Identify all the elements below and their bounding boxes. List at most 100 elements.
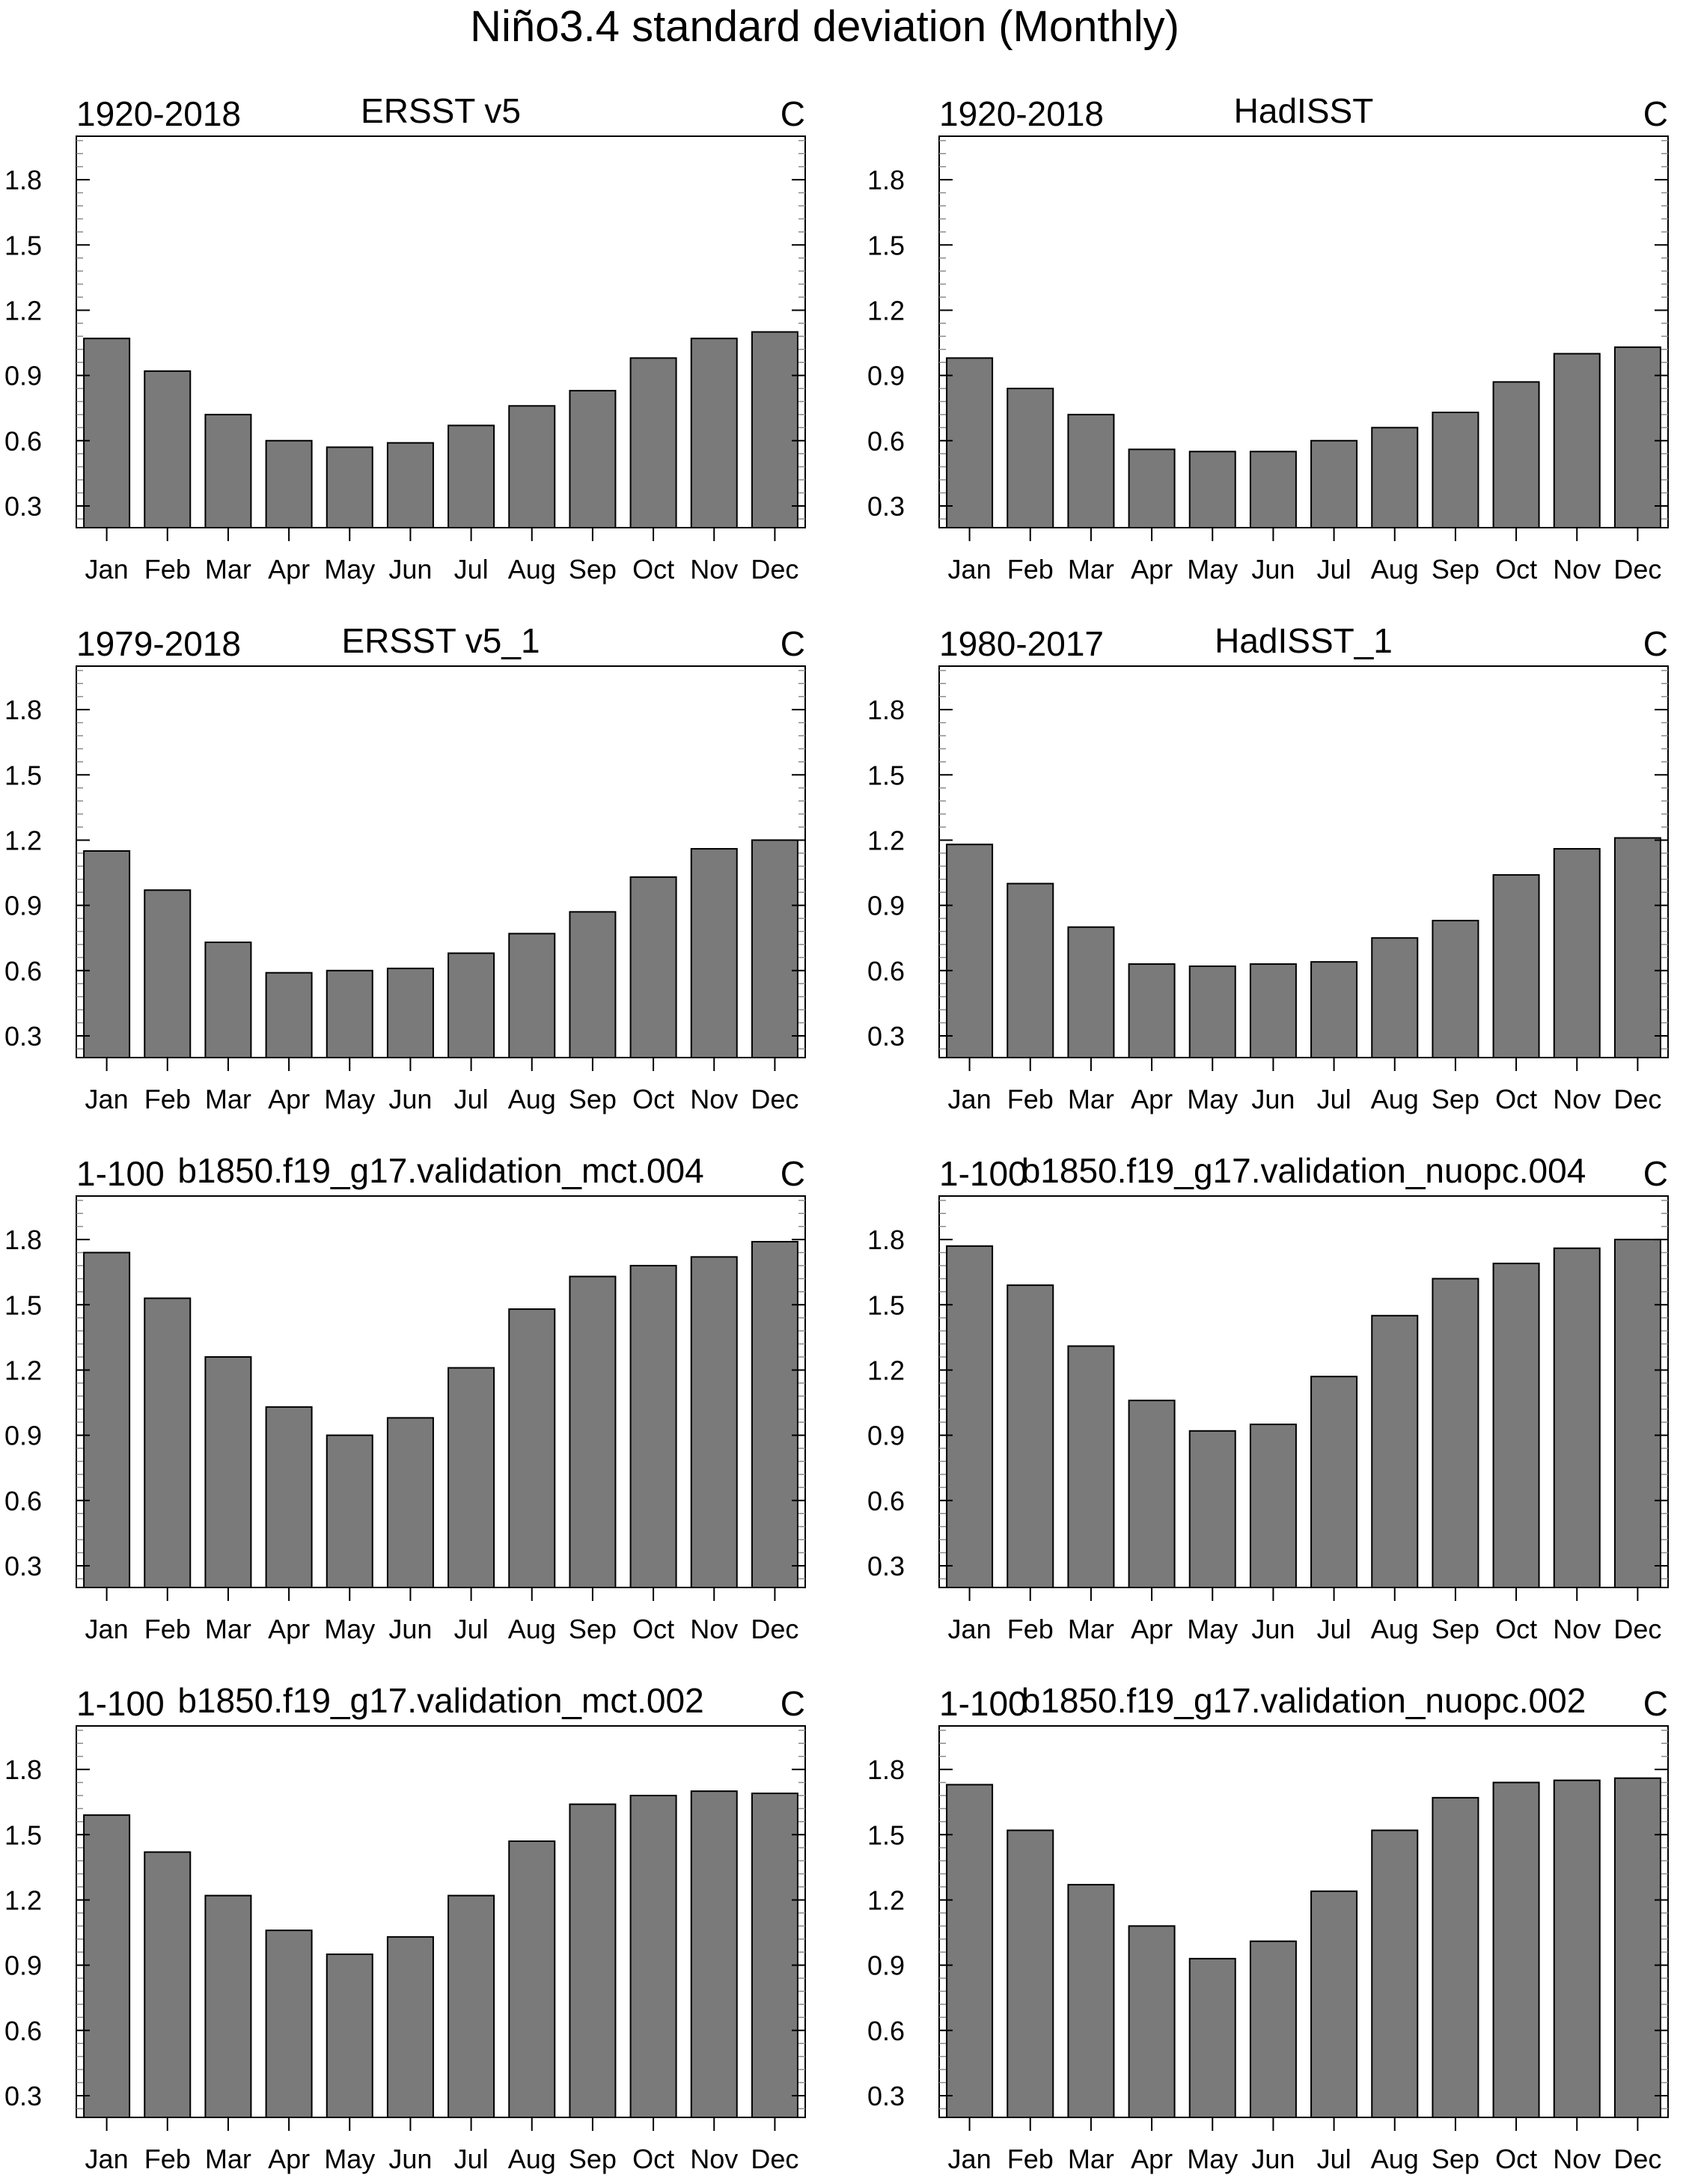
x-tick-label: Nov: [1553, 2144, 1601, 2174]
bar-jan: [83, 1251, 131, 1588]
x-tick-label: May: [324, 1084, 375, 1114]
bar-feb: [144, 1297, 192, 1589]
bar-nov: [690, 1256, 738, 1589]
bar-sep: [569, 1803, 617, 2119]
bar-feb: [144, 1851, 192, 2118]
x-tick-label: Feb: [144, 2144, 191, 2174]
x-tick-label: Feb: [144, 1084, 191, 1114]
x-tick-label: Sep: [569, 2144, 617, 2174]
x-tick-label: Jul: [454, 554, 489, 585]
plot-frame: [938, 1725, 1669, 2118]
panel-2: 1920-2018 HadISST C 0.3 0.6 0.9 1.2 1.5 1.8 Jan Fe…: [867, 91, 1669, 585]
bar-nov: [1553, 1779, 1601, 2119]
x-tick-label: Oct: [1495, 1614, 1537, 1644]
x-tick-label: Apr: [268, 2144, 310, 2174]
x-tick-label: May: [1187, 1084, 1238, 1114]
panel-title: b1850.f19_g17.validation_mct.002: [177, 1681, 703, 1720]
panel-title: b1850.f19_g17.validation_nuopc.004: [1021, 1151, 1586, 1190]
plot-frame: [76, 135, 806, 528]
y-tick-label: 0.6: [4, 1486, 42, 1516]
x-tick-label: Sep: [569, 1614, 617, 1644]
bar-may: [1188, 1430, 1236, 1589]
bar-aug: [1371, 1829, 1419, 2118]
bar-oct: [1492, 873, 1540, 1059]
bar-apr: [1128, 963, 1176, 1059]
bar-nov: [1553, 1247, 1601, 1588]
x-tick-label: Jan: [85, 1084, 129, 1114]
bar-jun: [1249, 1424, 1297, 1589]
bar-oct: [1492, 1781, 1540, 2118]
y-tick-label: 1.2: [4, 295, 42, 326]
bar-jul: [1310, 1890, 1358, 2119]
x-tick-label: Mar: [205, 1614, 251, 1644]
x-tick-label: Oct: [1495, 2144, 1537, 2174]
y-tick-label: 0.3: [4, 1021, 42, 1052]
x-tick-label: Dec: [751, 1084, 798, 1114]
x-tick-label: Oct: [1495, 554, 1537, 585]
x-tick-label: Jul: [454, 1084, 489, 1114]
bar-nov: [1553, 848, 1601, 1058]
y-tick-label: 0.9: [867, 1421, 905, 1451]
y-tick-label: 0.9: [867, 891, 905, 921]
panel-title: HadISST_1: [1215, 621, 1393, 660]
y-tick-label: 0.6: [867, 2016, 905, 2046]
x-tick-label: May: [324, 2144, 375, 2174]
panel-title: ERSST v5_1: [341, 621, 540, 660]
bar-jun: [1249, 1940, 1297, 2118]
x-tick-label: Feb: [1007, 2144, 1054, 2174]
y-tick-label: 1.5: [4, 760, 42, 790]
bar-aug: [508, 1840, 556, 2118]
plot-frame: [76, 1725, 806, 2118]
bar-jul: [448, 1894, 495, 2118]
x-tick-label: Sep: [569, 1084, 617, 1114]
bar-feb: [1007, 882, 1054, 1058]
x-tick-label: Feb: [1007, 554, 1054, 585]
x-tick-label: Aug: [508, 554, 556, 585]
y-tick-label: 0.9: [867, 361, 905, 391]
x-tick-label: Jul: [1317, 554, 1351, 585]
bar-mar: [204, 942, 252, 1059]
y-tick-label: 1.2: [4, 1885, 42, 1915]
x-tick-label: Jan: [948, 2144, 992, 2174]
x-tick-label: Oct: [1495, 1084, 1537, 1114]
y-tick-label: 1.8: [4, 165, 42, 195]
x-tick-label: Mar: [1068, 2144, 1114, 2174]
bar-may: [1188, 965, 1236, 1059]
x-tick-label: Nov: [690, 1614, 738, 1644]
bar-may: [326, 1434, 373, 1588]
bar-may: [1188, 1957, 1236, 2119]
x-tick-label: Feb: [144, 1614, 191, 1644]
bar-apr: [265, 971, 313, 1059]
x-tick-label: Nov: [1553, 1084, 1601, 1114]
bar-jan: [946, 1784, 994, 2118]
y-tick-label: 1.5: [867, 1820, 905, 1850]
y-tick-label: 0.6: [867, 426, 905, 457]
x-tick-label: Dec: [1613, 2144, 1661, 2174]
bar-feb: [1007, 1284, 1054, 1589]
bar-jul: [448, 424, 495, 529]
x-tick-label: Jun: [388, 1084, 432, 1114]
x-tick-label: Oct: [632, 2144, 674, 2174]
bar-apr: [265, 1406, 313, 1588]
bar-jan: [946, 844, 994, 1059]
x-tick-label: Jan: [948, 1614, 992, 1644]
x-tick-label: Jan: [85, 2144, 129, 2174]
y-tick-label: 1.8: [867, 695, 905, 725]
panel-units: C: [781, 94, 805, 133]
bar-oct: [1492, 1263, 1540, 1589]
y-tick-label: 0.6: [4, 426, 42, 457]
bar-mar: [1067, 926, 1115, 1058]
x-tick-label: Apr: [268, 1614, 310, 1644]
panel-units: C: [1643, 624, 1668, 663]
x-tick-label: Dec: [751, 2144, 798, 2174]
bar-feb: [144, 370, 192, 528]
panel-units: C: [781, 1154, 805, 1193]
panels: 1920-2018 ERSST v5 C 0.3 0.6 0.9 1.2 1.5 1.8 Jan F…: [4, 91, 1669, 2174]
bar-aug: [1371, 427, 1419, 528]
x-tick-label: Sep: [1432, 1614, 1479, 1644]
x-tick-label: May: [1187, 1614, 1238, 1644]
panel-units: C: [1643, 94, 1668, 133]
y-tick-label: 0.9: [4, 361, 42, 391]
bar-sep: [1432, 1796, 1479, 2118]
x-tick-label: Aug: [1371, 2144, 1419, 2174]
